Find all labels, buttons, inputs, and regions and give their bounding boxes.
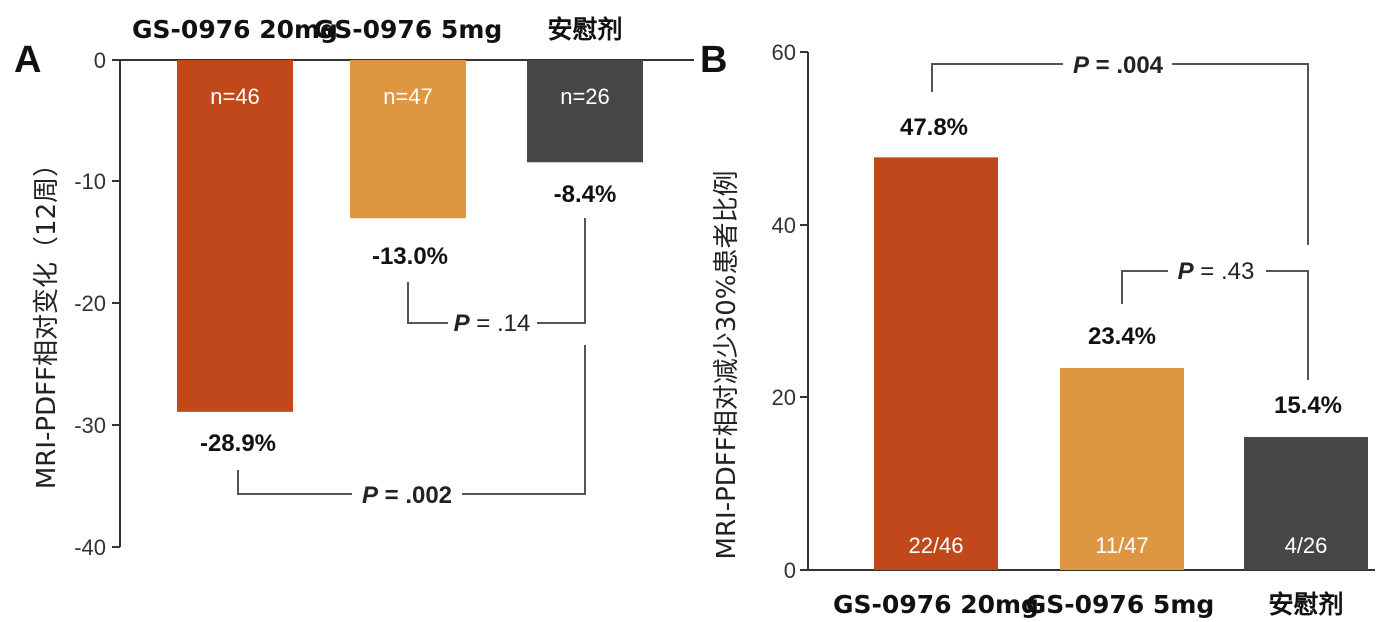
panel-a-p-bracket — [407, 218, 586, 324]
panel-a-bar — [350, 60, 466, 219]
panel-b-p-value: P = .43 — [1178, 258, 1255, 285]
panel-b-tick-label: 20 — [772, 385, 796, 410]
panel-a-p-symbol: P — [362, 482, 379, 509]
panel-b-category-label: GS-0976 5mg — [1026, 590, 1215, 619]
panel-a-bar — [177, 60, 293, 412]
panel-b-tick-label: 0 — [784, 558, 796, 583]
panel-b-tick-label: 40 — [772, 213, 796, 238]
panel-b-n-label: 11/47 — [1095, 533, 1148, 558]
panel-b-value-label: 47.8% — [900, 114, 968, 141]
panel-a-value-label: -8.4% — [554, 181, 617, 208]
panel-a-p-bracket — [237, 345, 586, 495]
panel-b-p-number: = .43 — [1194, 258, 1255, 285]
panel-b-bar — [1060, 367, 1184, 570]
panel-a-tick-label: -30 — [74, 413, 106, 438]
panel-b-n-label: 22/46 — [908, 533, 963, 558]
panel-b-tick-label: 60 — [772, 40, 796, 65]
panel-a-letter: A — [14, 39, 41, 81]
panel-a-tick-label: -40 — [74, 535, 106, 560]
panel-a-category-label: GS-0976 20mg — [132, 15, 338, 44]
panel-b-p-symbol: P — [1178, 258, 1195, 285]
panel-a-ylabel: MRI-PDFF相对变化（12周） — [32, 151, 62, 489]
panel-a-tick-label: -20 — [74, 291, 106, 316]
panel-b-ylabel: MRI-PDFF相对减少30%患者比例 — [712, 171, 742, 560]
panel-a-category-label: 安慰剂 — [547, 15, 622, 44]
panel-b-p-value: P = .004 — [1073, 52, 1164, 79]
panel-b-value-label: 23.4% — [1088, 323, 1156, 350]
panel-a-p-number: = .002 — [378, 482, 452, 509]
panel-b-p-bracket — [1121, 270, 1309, 380]
panel-a: A MRI-PDFF相对变化（12周） 0 -10 -20 -30 -40 GS… — [14, 15, 694, 560]
panel-a-p-symbol: P — [454, 310, 471, 337]
panel-a-tick-label: -10 — [74, 169, 106, 194]
panel-a-category-label: GS-0976 5mg — [314, 15, 503, 44]
panel-b-value-label: 15.4% — [1274, 392, 1342, 419]
panel-a-bar — [527, 60, 643, 163]
panel-b-p-bracket — [931, 63, 1309, 245]
panel-b-p-symbol: P — [1073, 52, 1090, 79]
panel-b-letter: B — [700, 39, 727, 81]
panel-a-value-label: -28.9% — [200, 430, 276, 457]
panel-b-p-number: = .004 — [1089, 52, 1164, 79]
panel-a-n-label: n=26 — [560, 84, 610, 109]
panel-b-bar — [874, 157, 998, 570]
panel-b: B MRI-PDFF相对减少30%患者比例 60 40 20 0 GS-0976… — [700, 39, 1375, 619]
panel-b-category-label: GS-0976 20mg — [833, 590, 1039, 619]
panel-a-p-value: P = .14 — [454, 310, 531, 337]
panel-b-category-label: 安慰剂 — [1268, 590, 1343, 619]
panel-b-bar — [1244, 437, 1368, 570]
panel-a-p-number: = .14 — [470, 310, 531, 337]
panel-a-tick-label: 0 — [94, 48, 106, 73]
panel-a-n-label: n=46 — [210, 84, 260, 109]
panel-b-n-label: 4/26 — [1285, 533, 1328, 558]
panel-a-n-label: n=47 — [383, 84, 433, 109]
panel-a-value-label: -13.0% — [372, 243, 448, 270]
panel-a-p-value: P = .002 — [362, 482, 452, 509]
